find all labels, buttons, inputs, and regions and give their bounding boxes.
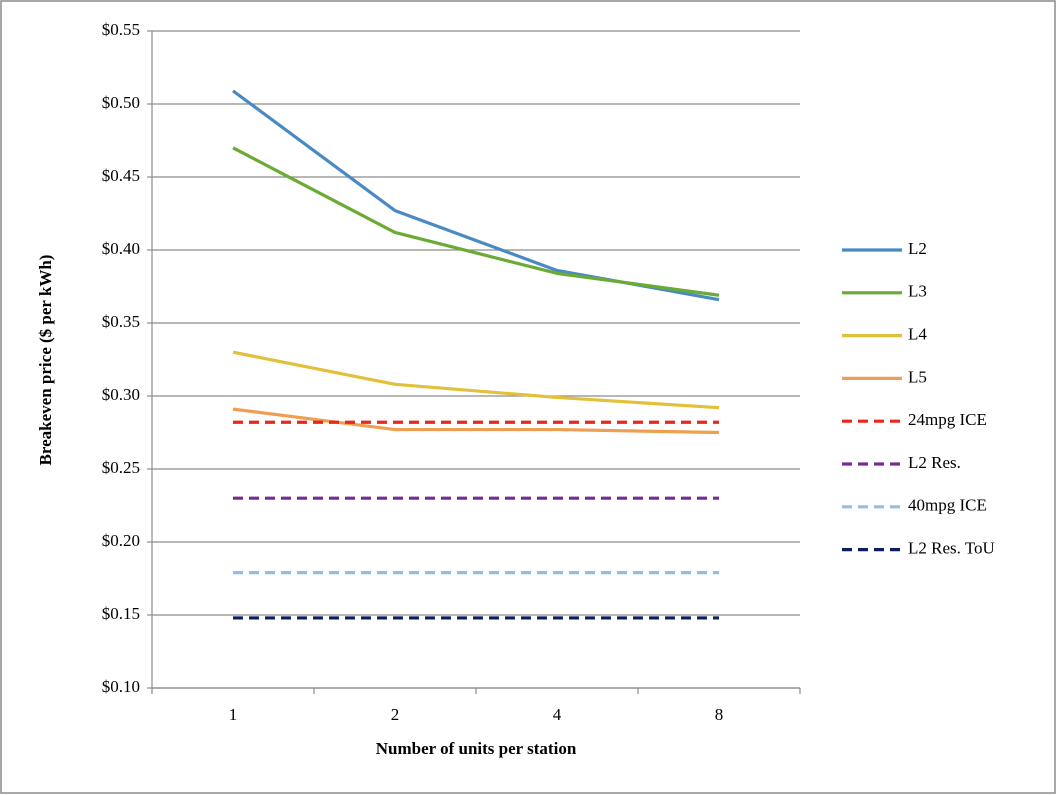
legend-label: 40mpg ICE <box>908 496 987 515</box>
x-tick-label: 1 <box>229 705 238 724</box>
y-tick-label: $0.15 <box>102 604 140 623</box>
legend-label: L3 <box>908 282 927 301</box>
x-tick-label: 2 <box>391 705 400 724</box>
y-tick-label: $0.45 <box>102 166 140 185</box>
y-axis-title: Breakeven price ($ per kWh) <box>36 255 55 466</box>
y-tick-label: $0.35 <box>102 312 140 331</box>
y-tick-label: $0.20 <box>102 531 140 550</box>
y-tick-label: $0.55 <box>102 20 140 39</box>
x-axis-title: Number of units per station <box>376 739 577 758</box>
legend-label: L2 Res. <box>908 453 961 472</box>
x-tick-label: 8 <box>715 705 724 724</box>
legend-label: L4 <box>908 325 927 344</box>
legend-label: L2 <box>908 239 927 258</box>
y-tick-label: $0.30 <box>102 385 140 404</box>
series-line <box>232 407 720 435</box>
legend-label: 24mpg ICE <box>908 410 987 429</box>
y-tick-label: $0.10 <box>102 677 140 696</box>
y-tick-label: $0.50 <box>102 93 140 112</box>
y-tick-label: $0.25 <box>102 458 140 477</box>
y-tick-label: $0.40 <box>102 239 140 258</box>
series-line <box>232 350 720 410</box>
x-tick-label: 4 <box>553 705 562 724</box>
legend-label: L2 Res. ToU <box>908 539 995 558</box>
series-line <box>232 146 720 297</box>
legend-label: L5 <box>908 367 927 386</box>
